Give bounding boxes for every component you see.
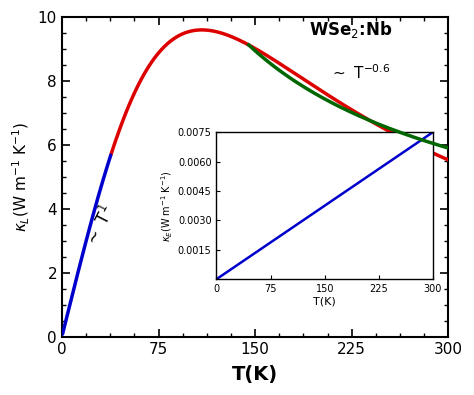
Y-axis label: $\kappa_L$(W m$^{-1}$ K$^{-1}$): $\kappa_L$(W m$^{-1}$ K$^{-1}$) [11, 122, 32, 232]
X-axis label: T(K): T(K) [232, 365, 278, 384]
Text: $\sim$ T$^{-0.6}$: $\sim$ T$^{-0.6}$ [330, 64, 390, 83]
Text: $\sim$ T$^1$: $\sim$ T$^1$ [81, 203, 119, 251]
Text: WSe$_2$:Nb: WSe$_2$:Nb [309, 19, 392, 40]
